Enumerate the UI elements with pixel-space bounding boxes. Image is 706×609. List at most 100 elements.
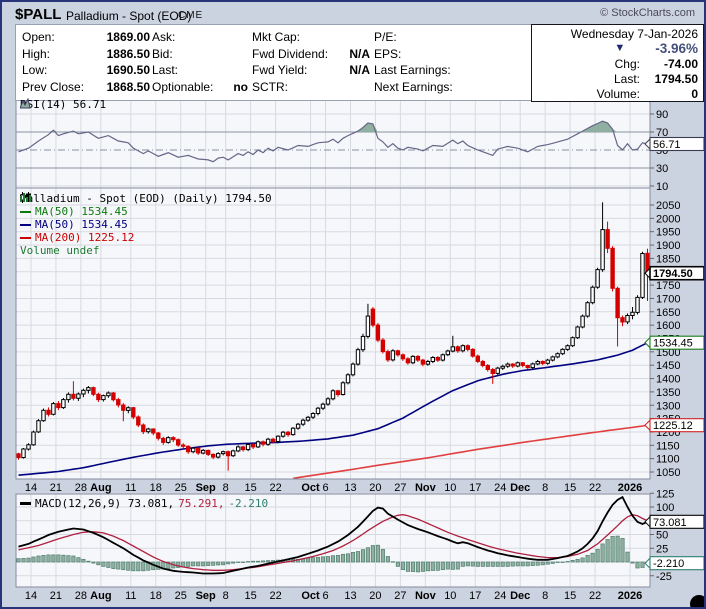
date-axis-label: 13 [344,482,356,494]
quote-value: 1886.50 [106,46,150,61]
percent-change: -3.96% [655,41,698,56]
price-axis-label: 1950 [656,227,680,239]
svg-text:1225.12: 1225.12 [653,420,693,432]
date-axis-label: 18 [150,482,162,494]
date-axis-label: 2026 [618,482,642,494]
date-axis-label: 15 [245,482,257,494]
quote-label: Fwd Dividend: [252,46,329,61]
price-axis-label: 1500 [656,347,680,359]
quote-value: N/A [349,63,370,78]
ma200-swatch [20,236,31,239]
date-axis-label: 25 [175,482,187,494]
date-axis-label: 25 [175,590,187,602]
date-axis-label: 21 [50,482,62,494]
quote-value: 1869.00 [106,30,150,45]
macd-axis-label: -25 [656,571,672,583]
date-axis-label: 22 [269,482,281,494]
ma50b-legend: MA(50) 1534.45 [35,218,128,231]
quote-label: Last Earnings: [374,63,451,78]
price-axis-label: 1900 [656,240,680,252]
date-axis-label: Aug [90,482,111,494]
macd-current-value-box: -2.210 [644,556,704,571]
date-axis-label: 18 [150,590,162,602]
quote-label: P/E: [374,30,397,45]
quote-label: SCTR: [252,79,288,94]
date-axis-label: Nov [415,482,437,494]
quote-value: 1690.50 [106,63,150,78]
quote-label: Optionable: [152,79,214,94]
macd-legend-signal: 75.291, [178,497,225,510]
rsi-overbought-fill [18,121,648,132]
date-axis-label: 15 [564,482,576,494]
quote-label: Mkt Cap: [252,30,301,45]
quote-label: Low: [22,63,48,78]
quote-label: Open: [22,30,55,45]
date-axis-label: 20 [369,482,381,494]
macd-axis-label: 125 [656,488,674,500]
date-axis-label: Oct [301,590,320,602]
rsi-legend: RSI(14) 56.71 [20,98,106,111]
macd-current-value-box: 73.081 [644,514,704,529]
date-axis-label: 11 [125,590,136,602]
quote-label: Last: [152,63,179,78]
price-axis-label: 1700 [656,293,680,305]
date-axis-label: 8 [223,482,229,494]
date-axis-label: 14 [25,482,37,494]
price-panel-border [15,187,651,480]
macd-legend-hist: -2.210 [228,497,269,510]
quote-label: EPS: [374,46,402,61]
quote-col-ohlc: Open: 1869.00 High: 1886.50 Low: 1690.50 Pr… [22,29,150,95]
rsi-current-value-box: 56.71 [644,136,704,152]
macd-legend: MACD(12,26,9) 73.081, 75.291, -2.210 [20,497,268,510]
quote-value: N/A [349,46,370,61]
date-axis-label: Dec [510,590,530,602]
svg-text:-2.210: -2.210 [653,558,684,570]
date-axis-label: 10 [444,482,456,494]
date-axis-label: 28 [75,482,87,494]
quote-col-bid-ask: Ask: Bid: Last: Optionable: no [152,29,248,95]
date-axis-label: 28 [75,590,87,602]
price-legend-title: Palladium - Spot (EOD) (Daily) 1794.50 [20,192,272,205]
candlestick-series [16,202,650,471]
macd-signal-line [18,514,648,571]
copyright: © StockCharts.com [600,7,695,19]
price-axis-label: 1450 [656,360,680,372]
session-date: Wednesday 7-Jan-2026 [570,26,698,41]
date-axis-label: 2026 [618,590,642,602]
price-axis-label: 1150 [656,440,680,452]
svg-text:1794.50: 1794.50 [653,268,693,280]
price-axis-label: 1100 [656,454,680,466]
date-axis-label: Sep [196,482,216,494]
ma50-line [18,341,648,476]
macd-line [18,495,648,575]
date-axis-label: 14 [25,590,37,602]
date-axis-label: 13 [344,590,356,602]
main-current-value-box: 1225.12 [644,418,704,433]
macd-legend-main: MACD(12,26,9) 73.081, [35,497,175,510]
rsi-panel-bg [16,95,650,188]
date-axis-label: 8 [542,590,548,602]
ma50-swatch [20,210,31,213]
price-legend: Palladium - Spot (EOD) (Daily) 1794.50 M… [20,192,272,257]
date-axis-label: Aug [90,590,111,602]
volume-bars-icon [20,193,31,202]
date-axis-label: 6 [322,482,328,494]
ma200-line [292,424,648,480]
rsi-axis-label: 30 [656,163,668,175]
date-axis-label: 22 [589,590,601,602]
date-axis-label: Sep [196,590,216,602]
chg-label: Chg: [614,56,640,71]
quote-label: Prev Close: [22,79,85,94]
price-axis-label: 1750 [656,280,680,292]
svg-text:56.71: 56.71 [653,139,681,151]
macd-axis-label: 100 [656,502,674,514]
session-summary-box: Wednesday 7-Jan-2026 ▼ -3.96% Chg: -74.00 … [531,24,704,102]
date-axis-label: 27 [394,482,406,494]
price-axis-label: 1600 [656,320,680,332]
quote-label: Next Earnings: [374,79,453,94]
date-axis-label: 20 [369,590,381,602]
date-axis-label: 17 [469,482,481,494]
main-current-value-box: 1794.50 [644,265,704,281]
